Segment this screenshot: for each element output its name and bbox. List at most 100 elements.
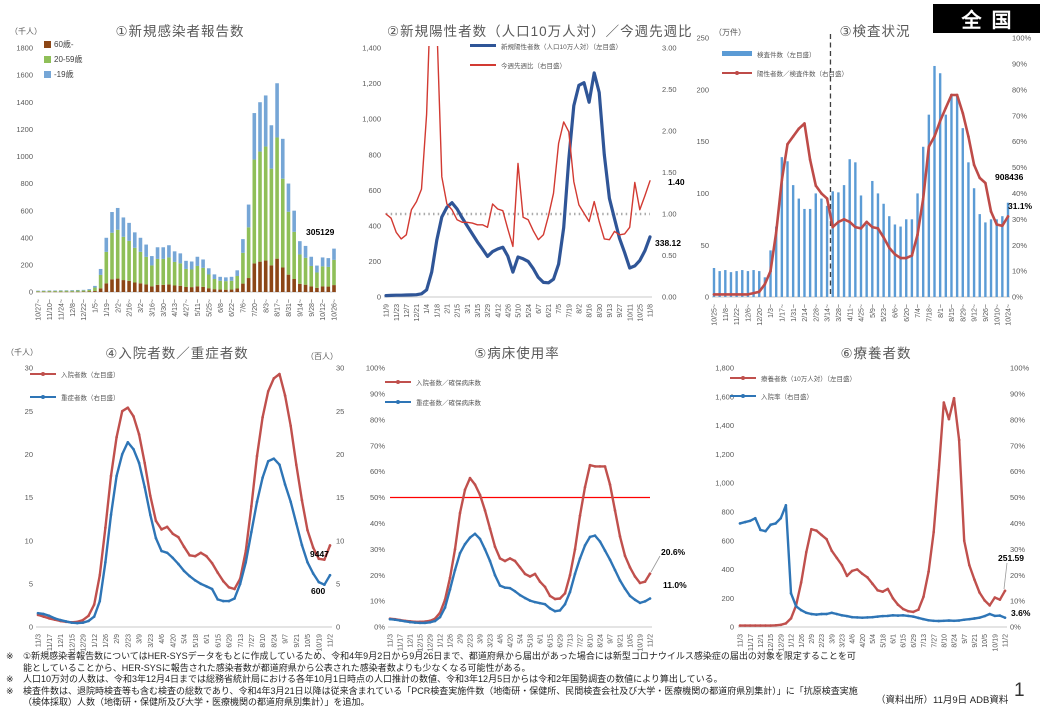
svg-text:11/3: 11/3 bbox=[36, 634, 43, 647]
svg-text:12/1: 12/1 bbox=[58, 634, 65, 648]
svg-text:250: 250 bbox=[696, 34, 709, 43]
chart4-unit-right: （百人） bbox=[306, 352, 338, 361]
age-20-59-swatch bbox=[44, 56, 51, 63]
footnote-3: ※ 検査件数は、退院時検査等も含む検査の総数であり、令和4年3月21日以降は従来含… bbox=[6, 686, 864, 709]
chart4-title: ④入院者数／重症者数 bbox=[105, 346, 249, 361]
svg-text:2.50: 2.50 bbox=[662, 85, 677, 94]
chart1-unit-left: （千人） bbox=[10, 27, 42, 36]
svg-text:10/24~: 10/24~ bbox=[1006, 304, 1013, 326]
svg-text:800: 800 bbox=[721, 507, 734, 516]
svg-text:8/24: 8/24 bbox=[271, 634, 278, 648]
svg-text:4/26: 4/26 bbox=[505, 304, 512, 318]
svg-text:9/13: 9/13 bbox=[607, 304, 614, 318]
svg-text:1,400: 1,400 bbox=[715, 421, 734, 430]
svg-text:200: 200 bbox=[696, 85, 709, 94]
svg-text:4/20: 4/20 bbox=[508, 634, 515, 648]
svg-text:12/15: 12/15 bbox=[768, 634, 775, 652]
svg-text:2/16~: 2/16~ bbox=[127, 299, 134, 317]
legend-label: 重症者数（右目盛） bbox=[61, 394, 120, 402]
svg-text:5/24: 5/24 bbox=[526, 304, 533, 318]
svg-text:200: 200 bbox=[721, 594, 734, 603]
svg-text:800: 800 bbox=[368, 150, 381, 159]
svg-text:7/27: 7/27 bbox=[249, 634, 256, 648]
legend-item: 重症者数／確保病床数 bbox=[385, 398, 481, 407]
svg-text:600: 600 bbox=[721, 536, 734, 545]
svg-text:8/17~: 8/17~ bbox=[275, 299, 282, 317]
chart1-title: ①新規感染者報告数 bbox=[115, 24, 245, 39]
svg-text:8/10: 8/10 bbox=[260, 634, 267, 648]
svg-text:5/18: 5/18 bbox=[880, 634, 887, 648]
svg-text:8/29~: 8/29~ bbox=[960, 304, 967, 322]
svg-text:6/21: 6/21 bbox=[546, 304, 553, 318]
svg-text:7/13: 7/13 bbox=[921, 634, 928, 648]
svg-text:3/29: 3/29 bbox=[485, 304, 492, 318]
svg-text:60%: 60% bbox=[1012, 137, 1027, 146]
svg-text:11/3: 11/3 bbox=[738, 634, 745, 647]
tests-bar-swatch bbox=[722, 51, 752, 56]
svg-text:5/4: 5/4 bbox=[870, 634, 877, 644]
svg-text:7/20~: 7/20~ bbox=[252, 299, 259, 317]
svg-text:5/23~: 5/23~ bbox=[881, 304, 888, 322]
svg-text:1/31~: 1/31~ bbox=[791, 304, 798, 322]
svg-text:100: 100 bbox=[696, 189, 709, 198]
chart2-title: ②新規陽性者数（人口10万人対）／今週先週比 bbox=[387, 24, 693, 39]
svg-text:11/2: 11/2 bbox=[1003, 634, 1010, 647]
legend-label: 重症者数／確保病床数 bbox=[416, 399, 481, 407]
svg-text:4/12: 4/12 bbox=[495, 304, 502, 318]
svg-text:2/23: 2/23 bbox=[468, 634, 475, 648]
svg-text:1,000: 1,000 bbox=[715, 479, 734, 488]
legend-item: 療養者数（10万人対）（左目盛） bbox=[730, 374, 856, 383]
latest-positivity-annotation: 31.1% bbox=[1008, 201, 1033, 211]
svg-text:20: 20 bbox=[336, 450, 344, 459]
svg-text:2/1: 2/1 bbox=[445, 304, 452, 314]
svg-text:0%: 0% bbox=[374, 623, 385, 632]
svg-text:90%: 90% bbox=[1012, 60, 1027, 69]
svg-text:6/29: 6/29 bbox=[227, 634, 234, 648]
svg-text:4/20: 4/20 bbox=[860, 634, 867, 648]
svg-text:3/9: 3/9 bbox=[478, 634, 485, 644]
svg-text:12/1: 12/1 bbox=[408, 634, 415, 648]
svg-text:30%: 30% bbox=[370, 545, 385, 554]
legend-item: 入院者数／確保病床数 bbox=[385, 378, 481, 387]
svg-text:10/19: 10/19 bbox=[992, 634, 999, 652]
footnote-marker: ※ bbox=[6, 685, 14, 696]
svg-text:10: 10 bbox=[336, 536, 344, 545]
svg-text:80%: 80% bbox=[1010, 415, 1025, 424]
svg-text:600: 600 bbox=[20, 206, 33, 215]
chart5-title: ⑤病床使用率 bbox=[474, 346, 560, 361]
svg-text:4/6: 4/6 bbox=[159, 634, 166, 644]
svg-text:5/25~: 5/25~ bbox=[206, 299, 213, 317]
svg-text:11/8~: 11/8~ bbox=[723, 304, 730, 321]
svg-text:3/23: 3/23 bbox=[148, 634, 155, 648]
latest-positives-per100k-annotation: 338.12 bbox=[655, 238, 681, 248]
svg-text:1.50: 1.50 bbox=[662, 168, 677, 177]
svg-text:12/29: 12/29 bbox=[81, 634, 88, 652]
svg-text:8/2: 8/2 bbox=[577, 304, 584, 314]
svg-text:1,600: 1,600 bbox=[715, 392, 734, 401]
svg-text:10/10~: 10/10~ bbox=[994, 304, 1001, 326]
svg-text:5/18: 5/18 bbox=[193, 634, 200, 648]
svg-text:20: 20 bbox=[25, 450, 33, 459]
svg-text:50%: 50% bbox=[1010, 493, 1025, 502]
svg-text:1/26: 1/26 bbox=[103, 634, 110, 648]
svg-text:9/7: 9/7 bbox=[608, 634, 615, 644]
svg-text:100%: 100% bbox=[1010, 364, 1030, 373]
svg-text:3/23: 3/23 bbox=[840, 634, 847, 648]
svg-text:12/21: 12/21 bbox=[414, 304, 421, 322]
footnote-text: ①新規感染者報告数についてはHER-SYSデータをもとに作成しているため、令和4… bbox=[23, 651, 856, 673]
svg-text:11/23: 11/23 bbox=[394, 304, 401, 321]
svg-text:1/18: 1/18 bbox=[434, 304, 441, 318]
legend-label: 入院者数／確保病床数 bbox=[416, 379, 481, 387]
svg-text:8/31~: 8/31~ bbox=[286, 299, 293, 317]
svg-text:10/12~: 10/12~ bbox=[320, 299, 327, 321]
chart4-legend: 入院者数（左目盛） 重症者数（右目盛） bbox=[30, 370, 120, 412]
svg-text:2/2~: 2/2~ bbox=[115, 299, 122, 313]
svg-text:4/20: 4/20 bbox=[170, 634, 177, 648]
svg-text:2/9: 2/9 bbox=[458, 634, 465, 644]
svg-text:5/4: 5/4 bbox=[182, 634, 189, 644]
svg-text:6/15: 6/15 bbox=[548, 634, 555, 648]
svg-text:12/7: 12/7 bbox=[404, 304, 411, 318]
latest-hospitalized-annotation: 9447 bbox=[310, 549, 329, 559]
svg-text:80%: 80% bbox=[1012, 85, 1027, 94]
chart3-legend: 検査件数（左目盛） 陽性者数／検査件数（右目盛） bbox=[722, 50, 848, 88]
